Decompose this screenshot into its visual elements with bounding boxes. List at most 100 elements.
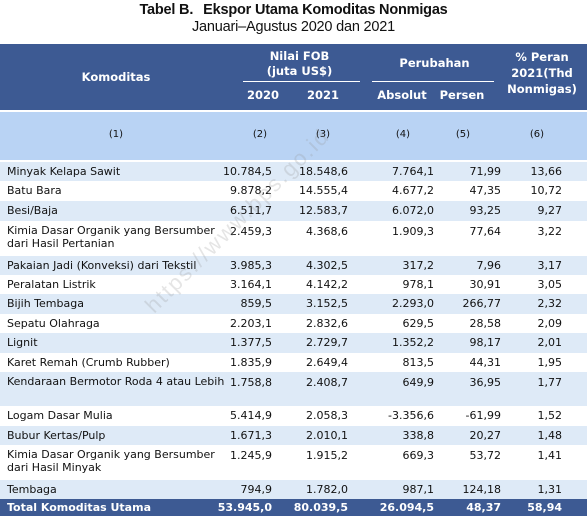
share-nonmigas: 2,09 (537, 317, 563, 330)
table-row: Besi/Baja 6.511,7 12.583,7 6.072,0 93,25 9,27 (0, 201, 587, 221)
change-percent: 98,17 (469, 336, 502, 349)
table-row: Kimia Dasar Organik yang Bersumber dari … (0, 445, 587, 480)
column-index-row: (1) (2) (3) (4) (5) (6) (0, 112, 587, 160)
commodity-name: Kimia Dasar Organik yang Bersumber dari … (7, 224, 215, 250)
value-2021: 12.583,7 (299, 204, 348, 217)
header-absolut: Absolut (377, 88, 427, 102)
share-nonmigas: 13,66 (530, 165, 563, 178)
value-2020: 794,9 (240, 483, 273, 496)
column-index-2: (2) (252, 129, 268, 140)
value-2020: 859,5 (240, 297, 273, 310)
change-percent: 53,72 (469, 449, 502, 462)
share-nonmigas: 3,17 (537, 259, 563, 272)
table-title-text: Ekspor Utama Komoditas Nonmigas (203, 2, 448, 18)
value-2020: 6.511,7 (230, 204, 272, 217)
change-percent: 71,99 (469, 165, 502, 178)
share-nonmigas: 3,22 (537, 225, 563, 238)
value-2021: 2.058,3 (306, 409, 348, 422)
value-2020: 1.245,9 (230, 449, 272, 462)
share-nonmigas: 1,95 (537, 356, 563, 369)
header-divider-perubahan (372, 81, 494, 82)
value-2020: 2.203,1 (230, 317, 272, 330)
table-row: Bijih Tembaga 859,5 3.152,5 2.293,0 266,77 2,… (0, 294, 587, 314)
value-2021: 18.548,6 (299, 165, 348, 178)
share-nonmigas: 1,52 (537, 409, 563, 422)
change-percent: 30,91 (469, 278, 502, 291)
value-2021: 1.782,0 (306, 483, 348, 496)
commodity-name: Kendaraan Bermotor Roda 4 atau Lebih (7, 375, 225, 388)
column-index-4: (4) (395, 129, 411, 140)
value-2020: 9.878,2 (230, 184, 272, 197)
change-percent: 124,18 (462, 483, 502, 496)
change-absolute: 649,9 (402, 376, 435, 389)
commodity-name: Peralatan Listrik (7, 278, 96, 291)
change-percent: 28,58 (469, 317, 502, 330)
total-value-2021: 80.039,5 (293, 501, 348, 514)
change-absolute: 987,1 (402, 483, 435, 496)
header-peran-3: Nonmigas) (507, 82, 577, 96)
change-absolute: 978,1 (402, 278, 435, 291)
change-absolute: 7.764,1 (392, 165, 434, 178)
value-2021: 14.555,4 (299, 184, 348, 197)
commodity-name: Bijih Tembaga (7, 297, 84, 310)
change-absolute: 813,5 (402, 356, 435, 369)
header-peran-1: % Peran (515, 50, 569, 64)
change-absolute: 317,2 (402, 259, 435, 272)
change-absolute: 338,8 (402, 429, 435, 442)
table-row: Karet Remah (Crumb Rubber) 1.835,9 2.649,4… (0, 353, 587, 372)
change-percent: 20,27 (469, 429, 502, 442)
change-percent: 77,64 (469, 225, 502, 238)
header-nilai-fob: Nilai FOB (269, 49, 330, 63)
column-index-6: (6) (529, 129, 545, 140)
share-nonmigas: 1,77 (537, 376, 563, 389)
header-2021: 2021 (306, 88, 339, 102)
table-subtitle: Januari–Agustus 2020 dan 2021 (191, 19, 395, 35)
value-2020: 1.671,3 (230, 429, 272, 442)
value-2020: 3.985,3 (230, 259, 272, 272)
header-nilai-fob-unit: (juta US$) (266, 64, 333, 78)
change-percent: 47,35 (469, 184, 502, 197)
change-absolute: 4.677,2 (392, 184, 434, 197)
value-2021: 4.302,5 (306, 259, 348, 272)
change-percent: 7,96 (476, 259, 502, 272)
change-absolute: 2.293,0 (392, 297, 434, 310)
commodity-name: Batu Bara (7, 184, 62, 197)
total-change-percent: 48,37 (466, 501, 501, 514)
value-2020: 1.758,8 (230, 376, 272, 389)
table-header: Komoditas Nilai FOB (juta US$) Perubahan… (0, 44, 587, 110)
value-2020: 10.784,5 (223, 165, 272, 178)
change-absolute: 6.072,0 (392, 204, 434, 217)
change-absolute: 669,3 (402, 449, 435, 462)
change-percent: 44,31 (469, 356, 502, 369)
table-title: Tabel B. Ekspor Utama Komoditas Nonmigas … (0, 2, 587, 36)
commodity-name: Sepatu Olahraga (7, 317, 100, 330)
share-nonmigas: 2,32 (537, 297, 563, 310)
header-2020: 2020 (246, 88, 279, 102)
value-2020: 1.377,5 (230, 336, 272, 349)
header-persen: Persen (439, 88, 485, 102)
change-percent: -61,99 (465, 409, 501, 422)
header-komoditas: Komoditas (81, 70, 151, 84)
value-2020: 3.164,1 (230, 278, 272, 291)
share-nonmigas: 1,41 (537, 449, 563, 462)
share-nonmigas: 1,31 (537, 483, 563, 496)
table-row: Batu Bara 9.878,2 14.555,4 4.677,2 47,35 10,7… (0, 181, 587, 201)
table-row: Peralatan Listrik 3.164,1 4.142,2 978,1 30,9… (0, 275, 587, 294)
commodity-name: Besi/Baja (7, 204, 58, 217)
change-absolute: 629,5 (402, 317, 435, 330)
value-2021: 4.368,6 (306, 225, 348, 238)
value-2021: 2.729,7 (306, 336, 348, 349)
change-absolute: 1.909,3 (392, 225, 434, 238)
column-index-3: (3) (315, 129, 331, 140)
column-index-5: (5) (455, 129, 471, 140)
change-absolute: -3.356,6 (388, 409, 434, 422)
table-row: Tembaga 794,9 1.782,0 987,1 124,18 1,31 (0, 480, 587, 499)
table-row: Minyak Kelapa Sawit 10.784,5 18.548,6 7.764… (0, 162, 587, 181)
change-percent: 266,77 (462, 297, 502, 310)
commodity-name: Bubur Kertas/Pulp (7, 429, 106, 442)
total-value-2020: 53.945,0 (217, 501, 272, 514)
table-label: Tabel B. (139, 2, 194, 18)
change-percent: 36,95 (469, 376, 502, 389)
value-2021: 1.915,2 (306, 449, 348, 462)
commodity-name: Pakaian Jadi (Konveksi) dari Tekstil (7, 259, 197, 272)
